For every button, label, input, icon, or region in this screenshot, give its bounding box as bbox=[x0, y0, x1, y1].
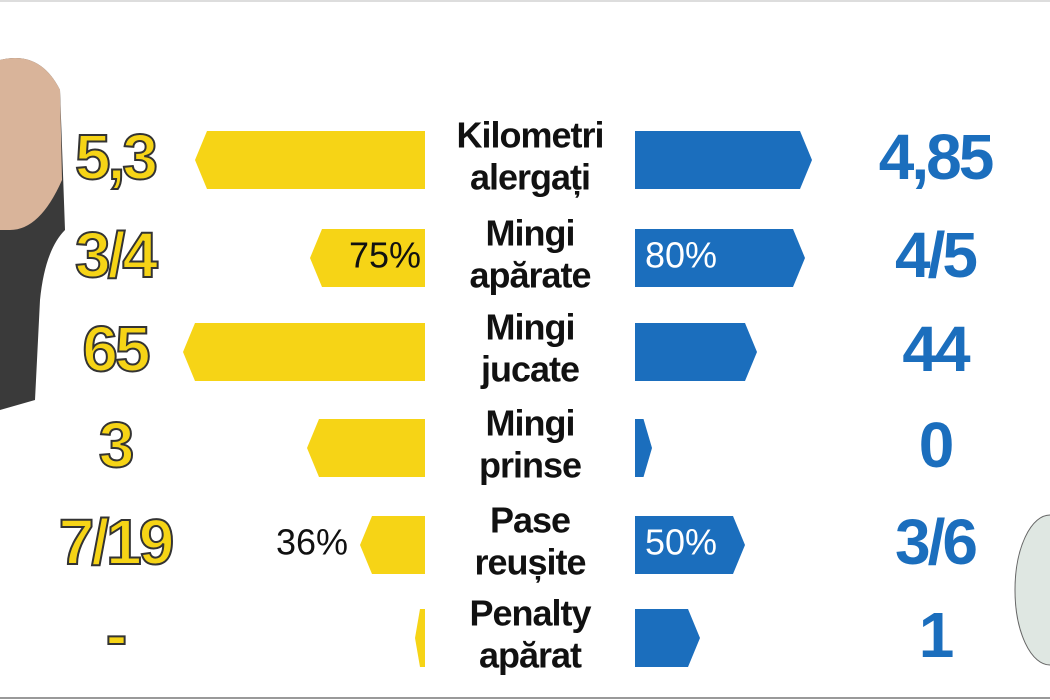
left-value: 5,3 bbox=[75, 121, 156, 193]
right-value: 4/5 bbox=[895, 219, 976, 291]
left-bar bbox=[415, 609, 425, 667]
row-label: jucate bbox=[480, 349, 579, 390]
row-label: Penalty bbox=[469, 593, 591, 634]
left-percent: 75% bbox=[349, 235, 421, 276]
row-label: apărat bbox=[479, 635, 582, 676]
right-value: 4,85 bbox=[879, 121, 993, 193]
player-face bbox=[0, 58, 62, 230]
row-label: apărate bbox=[469, 255, 590, 296]
left-value: 3/4 bbox=[75, 219, 158, 291]
row-label: Kilometri bbox=[456, 115, 603, 156]
right-percent: 50% bbox=[645, 522, 717, 563]
right-value: 1 bbox=[919, 599, 953, 671]
row-label: alergați bbox=[470, 157, 590, 199]
right-bar bbox=[635, 131, 812, 189]
row-label: Mingi bbox=[486, 213, 575, 254]
right-bar bbox=[635, 229, 805, 287]
left-bar bbox=[183, 323, 425, 381]
left-value: 7/19 bbox=[59, 506, 173, 578]
left-value: 65 bbox=[82, 313, 149, 385]
right-percent: 80% bbox=[645, 235, 717, 276]
player-photo-right bbox=[1014, 514, 1050, 666]
row-label: prinse bbox=[479, 445, 581, 486]
left-value: - bbox=[106, 599, 125, 671]
right-value: 44 bbox=[902, 313, 971, 385]
row-label: reușite bbox=[474, 542, 585, 583]
right-value: 0 bbox=[919, 409, 952, 481]
row-label: Pase bbox=[490, 500, 570, 541]
left-bar bbox=[310, 229, 425, 287]
right-bar bbox=[635, 419, 652, 477]
row-label: Mingi bbox=[486, 307, 575, 348]
left-bar bbox=[360, 516, 425, 574]
row-label: Mingi bbox=[486, 403, 575, 444]
left-percent: 36% bbox=[276, 522, 348, 563]
left-bar bbox=[195, 131, 425, 189]
left-bar bbox=[307, 419, 425, 477]
right-value: 3/6 bbox=[895, 506, 976, 578]
right-bar bbox=[635, 516, 745, 574]
left-value: 3 bbox=[99, 409, 133, 481]
right-bar bbox=[635, 323, 757, 381]
right-bar bbox=[635, 609, 700, 667]
